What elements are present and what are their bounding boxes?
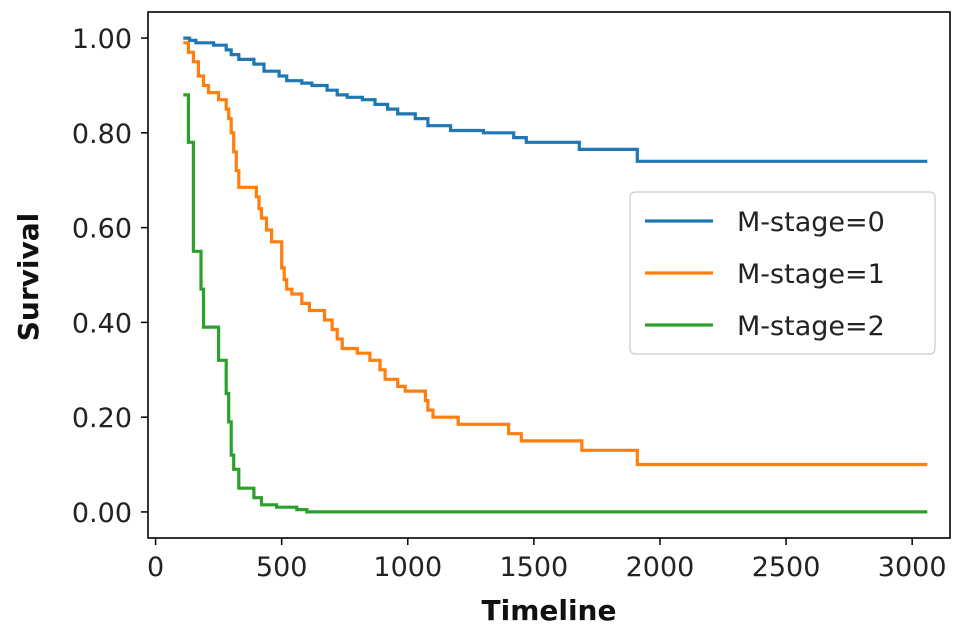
y-tick-label: 0.80 [72, 119, 132, 150]
y-tick-label: 0.40 [72, 308, 132, 339]
series-line-0 [183, 36, 928, 163]
y-tick-label: 0.00 [72, 498, 132, 529]
x-axis-ticks: 0 500 1000 1500 2000 2500 3000 [147, 538, 947, 583]
y-tick-label: 0.60 [72, 214, 132, 245]
x-tick-label: 1500 [500, 552, 569, 583]
legend: M-stage=0 M-stage=1 M-stage=2 [629, 191, 936, 355]
x-tick-label: 2000 [626, 552, 695, 583]
series-line-1 [183, 41, 928, 467]
x-axis-label: Timeline [482, 594, 617, 627]
x-tick-label: 0 [147, 552, 164, 583]
legend-box [629, 191, 936, 355]
y-tick-label: 0.20 [72, 403, 132, 434]
legend-label-2: M-stage=2 [737, 311, 885, 342]
x-tick-label: 500 [256, 552, 308, 583]
plot-frame [147, 11, 951, 539]
y-axis-ticks: 0.00 0.20 0.40 0.60 0.80 1.00 [72, 24, 148, 529]
y-tick-label: 1.00 [72, 24, 132, 55]
series-line-2 [183, 93, 928, 514]
series-layer [183, 36, 928, 514]
y-axis-label: Survival [12, 213, 45, 342]
legend-label-0: M-stage=0 [737, 207, 885, 238]
x-tick-label: 3000 [878, 552, 947, 583]
legend-label-1: M-stage=1 [737, 259, 885, 290]
x-tick-label: 2500 [752, 552, 821, 583]
x-tick-label: 1000 [373, 552, 442, 583]
